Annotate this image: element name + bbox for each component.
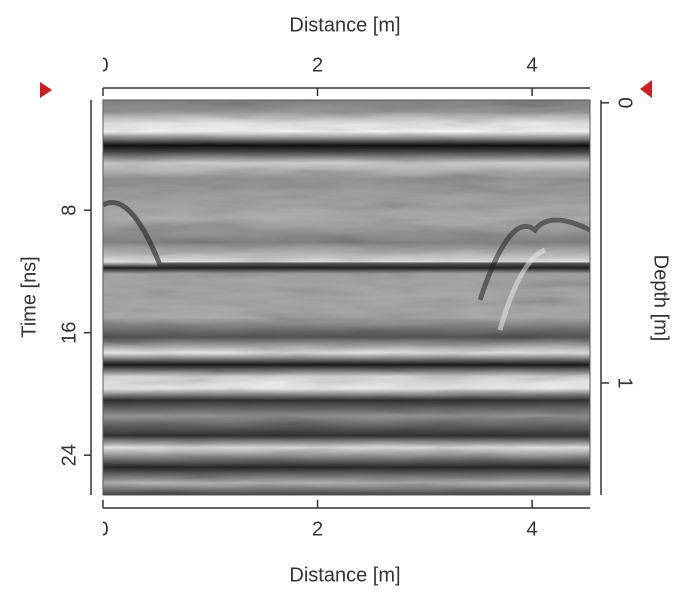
x-tick-label-bottom: 2 xyxy=(312,518,323,540)
plot-frame xyxy=(102,99,591,496)
y2-tick-label: 0 xyxy=(614,97,636,108)
y-tick-label: 24 xyxy=(58,444,80,466)
y-tick-label: 8 xyxy=(58,205,80,216)
x-tick-label-top: 2 xyxy=(312,54,323,76)
x-axis-title-top: Distance [m] xyxy=(289,14,400,36)
x-tick-label-bottom: 0 xyxy=(97,518,108,540)
x-tick-label-top: 0 xyxy=(97,54,108,76)
radargram-image xyxy=(103,100,590,495)
x-axis-title-bottom: Distance [m] xyxy=(289,564,400,586)
y2-tick-label: 1 xyxy=(614,377,636,388)
x-tick-label-bottom: 4 xyxy=(527,518,538,540)
marker-right xyxy=(640,80,652,98)
x-tick-label-top: 4 xyxy=(527,54,538,76)
y-tick-label: 16 xyxy=(58,322,80,344)
y-axis-title: Time [ns] xyxy=(18,256,40,338)
y2-axis-title: Depth [m] xyxy=(650,255,672,342)
marker-left xyxy=(40,82,52,98)
